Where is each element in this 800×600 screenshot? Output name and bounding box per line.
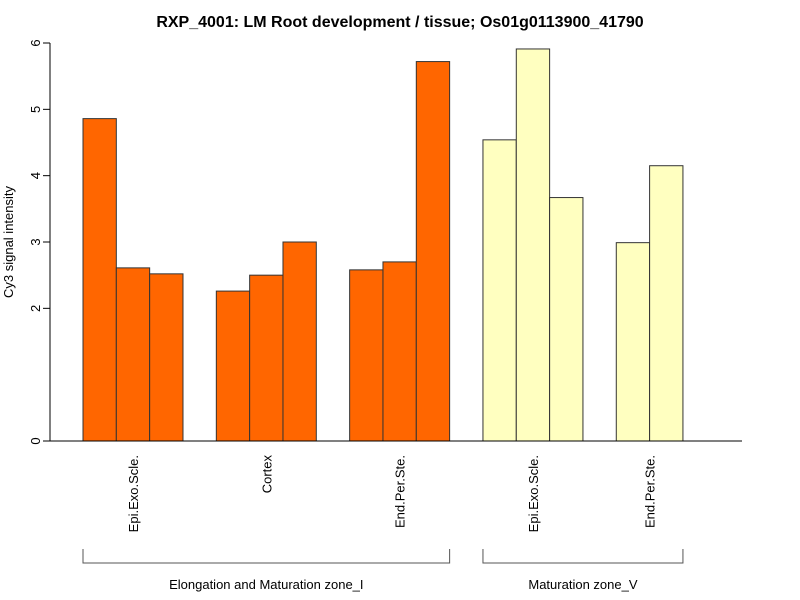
y-axis: 0 2 3 4 5 6 <box>28 39 51 445</box>
bar <box>649 165 684 442</box>
category-label: End.Per.Ste. <box>643 455 658 528</box>
category-labels: Epi.Exo.Scle. Cortex End.Per.Ste. Epi.Exo.S… <box>126 455 658 533</box>
y-tick-label: 5 <box>28 106 43 113</box>
y-axis-label: Cy3 signal intensity <box>1 186 16 298</box>
category-label: Cortex <box>259 455 274 494</box>
group-label: Elongation and Maturation zone_I <box>169 577 363 592</box>
y-tick-label: 3 <box>28 238 43 245</box>
bar <box>382 261 417 442</box>
y-tick-label: 6 <box>28 39 43 46</box>
chart-title: RXP_4001: LM Root development / tissue; … <box>156 14 643 31</box>
bar <box>115 267 151 442</box>
category-label: End.Per.Ste. <box>393 455 408 528</box>
y-tick-label: 4 <box>28 172 43 179</box>
group-bracket <box>482 549 684 564</box>
group-brackets: Elongation and Maturation zone_I Maturati… <box>82 549 684 592</box>
bar <box>549 197 584 442</box>
category-label: Epi.Exo.Scle. <box>126 455 141 532</box>
group-bracket <box>82 549 451 564</box>
bar <box>482 139 517 442</box>
category-label: Epi.Exo.Scle. <box>526 455 541 532</box>
y-tick-label: 2 <box>28 305 43 312</box>
bar <box>282 241 317 442</box>
bar <box>215 290 251 442</box>
bar <box>515 48 551 442</box>
bar <box>149 273 184 442</box>
bar <box>415 61 451 442</box>
y-tick-label: 0 <box>28 437 43 444</box>
bar <box>82 118 117 442</box>
bar <box>249 274 284 442</box>
group-label: Maturation zone_V <box>528 577 637 592</box>
bar <box>615 242 651 442</box>
bar <box>349 269 384 442</box>
bars <box>82 48 684 442</box>
